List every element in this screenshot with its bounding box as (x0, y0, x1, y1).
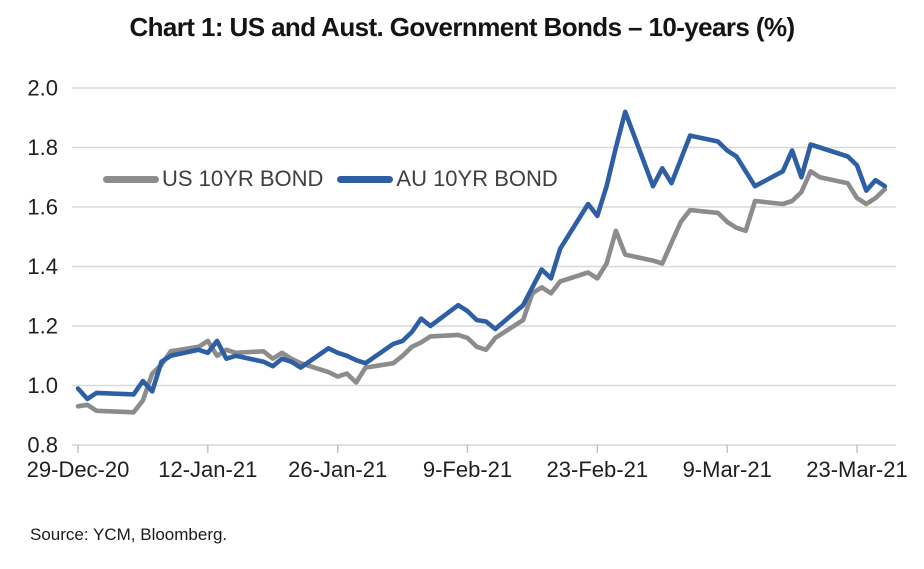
legend-label-au: AU 10YR BOND (396, 166, 558, 191)
chart-title: Chart 1: US and Aust. Government Bonds –… (129, 12, 795, 42)
x-tick-label: 12-Jan-21 (158, 457, 257, 482)
chart-legend: US 10YR BOND AU 10YR BOND (103, 166, 558, 192)
legend-item-au: AU 10YR BOND (337, 166, 558, 192)
y-tick-label: 0.8 (27, 433, 58, 458)
legend-item-us: US 10YR BOND (103, 166, 323, 192)
y-tick-label: 1.0 (27, 373, 58, 398)
x-tick-label: 9-Mar-21 (683, 457, 772, 482)
us-series-line (75, 169, 888, 415)
source-note: Source: YCM, Bloomberg. (30, 525, 228, 544)
au-line-swatch (337, 175, 394, 183)
x-tick-label: 23-Mar-21 (806, 457, 907, 482)
x-tick-label: 26-Jan-21 (288, 457, 387, 482)
y-tick-label: 2.0 (27, 76, 58, 101)
x-tick-label: 23-Feb-21 (547, 457, 649, 482)
au-series-line (75, 109, 888, 402)
legend-label-us: US 10YR BOND (162, 166, 324, 191)
y-tick-label: 1.8 (27, 135, 58, 160)
y-tick-label: 1.4 (27, 254, 58, 279)
x-tick-label: 9-Feb-21 (423, 457, 512, 482)
y-tick-label: 1.2 (27, 314, 58, 339)
x-tick-label: 29-Dec-20 (27, 457, 130, 482)
us-line-swatch (103, 175, 159, 183)
y-tick-label: 1.6 (27, 195, 58, 220)
